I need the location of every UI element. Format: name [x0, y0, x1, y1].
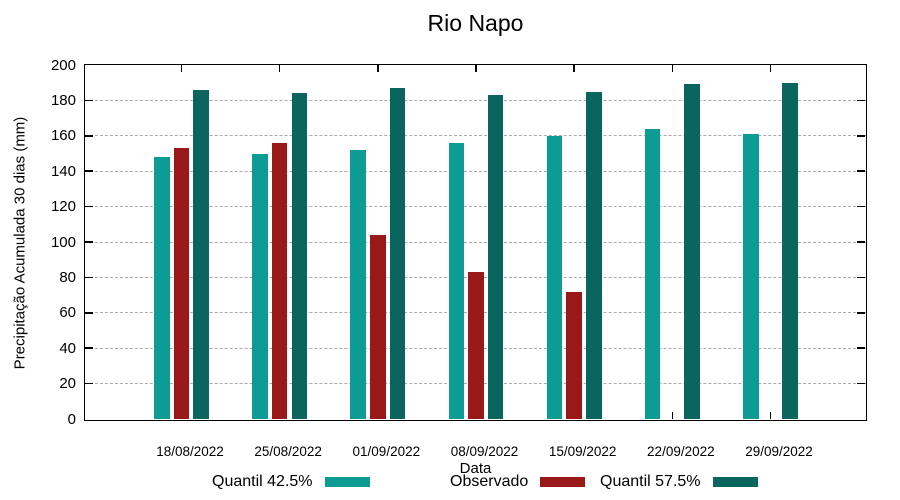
- y-tick-mark: [857, 312, 865, 314]
- gridline: [85, 170, 866, 172]
- x-axis-label: Data: [459, 460, 492, 477]
- y-tick-mark: [85, 312, 93, 314]
- bar-observado: [468, 272, 484, 419]
- x-tick-label: 22/09/2022: [647, 444, 715, 459]
- bar-observado: [370, 234, 386, 419]
- x-tick-mark: [769, 412, 772, 419]
- x-tick-label: 01/09/2022: [352, 444, 421, 459]
- x-tick-mark: [377, 65, 379, 72]
- chart-title: Rio Napo: [427, 10, 524, 36]
- y-tick-label: 200: [50, 56, 76, 74]
- bar-observado: [271, 142, 288, 419]
- x-tick-label: 18/08/2022: [156, 444, 224, 459]
- y-tick-mark: [857, 241, 865, 243]
- y-tick-mark: [85, 276, 93, 279]
- x-tick-mark: [573, 65, 575, 72]
- x-tick-label: 08/09/2022: [450, 444, 519, 459]
- gridline: [85, 206, 866, 208]
- y-tick-label: 20: [59, 375, 76, 393]
- y-tick-mark: [857, 382, 865, 385]
- x-tick-mark: [769, 65, 772, 72]
- x-tick-label: 15/09/2022: [548, 444, 617, 459]
- y-tick-label: 60: [59, 304, 76, 322]
- bar-quantil-42-5: [350, 149, 366, 419]
- y-tick-label: 0: [67, 410, 76, 428]
- bar-quantil-57-5: [291, 93, 308, 419]
- legend-swatch: [712, 477, 758, 487]
- y-tick-mark: [85, 347, 93, 349]
- y-tick-mark: [857, 276, 865, 279]
- y-tick-label: 160: [50, 127, 76, 145]
- y-tick-mark: [857, 347, 865, 349]
- x-tick-mark: [671, 412, 674, 419]
- legend-swatch: [324, 477, 370, 487]
- bar-quantil-57-5: [782, 82, 798, 419]
- bar-quantil-57-5: [389, 88, 406, 419]
- bar-observado: [173, 148, 190, 419]
- y-tick-mark: [85, 241, 93, 243]
- x-tick-mark: [278, 65, 281, 72]
- y-tick-mark: [857, 135, 865, 137]
- bar-quantil-42-5: [743, 134, 759, 419]
- x-tick-label: 29/09/2022: [745, 444, 813, 459]
- y-tick-label: 40: [59, 339, 76, 357]
- x-tick-mark: [475, 65, 477, 72]
- bar-quantil-57-5: [193, 89, 209, 419]
- bar-observado: [566, 291, 582, 419]
- x-tick-mark: [671, 65, 674, 72]
- y-tick-label: 80: [59, 268, 76, 286]
- bar-quantil-42-5: [448, 142, 465, 419]
- bar-quantil-57-5: [487, 95, 504, 419]
- y-tick-mark: [85, 135, 93, 137]
- bar-quantil-42-5: [546, 135, 563, 419]
- gridline: [85, 99, 866, 101]
- bar-quantil-57-5: [586, 91, 602, 419]
- legend-swatch: [540, 477, 586, 487]
- gridline: [85, 241, 866, 243]
- x-tick-mark: [180, 65, 183, 72]
- y-tick-label: 140: [50, 162, 76, 180]
- bar-quantil-42-5: [644, 128, 661, 419]
- bar-quantil-57-5: [684, 84, 700, 419]
- gridline: [85, 135, 866, 137]
- x-tick-label: 25/08/2022: [254, 444, 322, 459]
- y-tick-mark: [857, 205, 865, 208]
- y-tick-mark: [85, 382, 93, 385]
- y-tick-mark: [85, 99, 93, 102]
- y-tick-label: 180: [50, 91, 76, 109]
- y-tick-mark: [857, 170, 865, 172]
- plot-area: [84, 64, 867, 421]
- bar-quantil-42-5: [252, 153, 268, 419]
- y-tick-label: 100: [50, 233, 76, 251]
- y-tick-mark: [85, 205, 93, 208]
- y-tick-label: 120: [50, 198, 76, 216]
- bar-quantil-42-5: [154, 157, 170, 419]
- y-tick-mark: [857, 99, 865, 102]
- y-tick-mark: [85, 170, 93, 172]
